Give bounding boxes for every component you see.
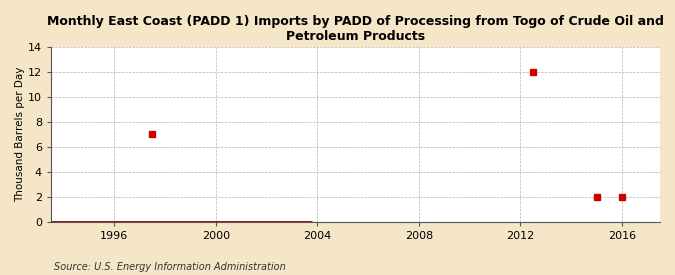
Y-axis label: Thousand Barrels per Day: Thousand Barrels per Day xyxy=(15,67,25,202)
Title: Monthly East Coast (PADD 1) Imports by PADD of Processing from Togo of Crude Oil: Monthly East Coast (PADD 1) Imports by P… xyxy=(47,15,664,43)
Text: Source: U.S. Energy Information Administration: Source: U.S. Energy Information Administ… xyxy=(54,262,286,272)
